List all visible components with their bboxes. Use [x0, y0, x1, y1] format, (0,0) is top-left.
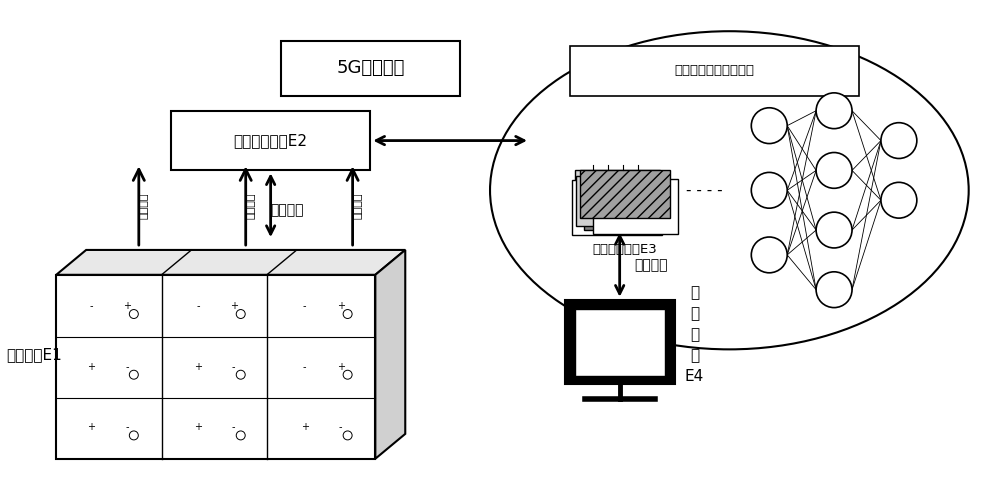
Circle shape: [236, 370, 245, 379]
Circle shape: [751, 108, 787, 144]
Text: 数据传输: 数据传输: [635, 258, 668, 272]
Circle shape: [816, 212, 852, 248]
Text: -: -: [196, 301, 200, 311]
FancyBboxPatch shape: [575, 309, 665, 376]
Circle shape: [816, 272, 852, 308]
Text: 监
控
中
心
E4: 监 控 中 心 E4: [685, 285, 704, 384]
Text: +: +: [87, 362, 95, 372]
Text: 5G数据传输: 5G数据传输: [336, 60, 405, 77]
FancyBboxPatch shape: [584, 175, 669, 229]
FancyBboxPatch shape: [572, 180, 662, 235]
Circle shape: [881, 182, 917, 218]
FancyBboxPatch shape: [576, 176, 666, 226]
Text: -: -: [232, 362, 235, 372]
Text: 测量模块E1: 测量模块E1: [6, 348, 62, 362]
FancyBboxPatch shape: [56, 275, 375, 459]
Text: 温度检测: 温度检测: [246, 193, 256, 219]
Circle shape: [343, 310, 352, 319]
Circle shape: [751, 237, 787, 273]
Text: -: -: [232, 422, 235, 432]
FancyBboxPatch shape: [580, 170, 670, 218]
FancyBboxPatch shape: [575, 170, 660, 225]
Text: 声音检测: 声音检测: [139, 193, 149, 219]
Text: -: -: [303, 301, 306, 311]
FancyBboxPatch shape: [593, 180, 678, 234]
Circle shape: [881, 123, 917, 158]
Text: -: -: [339, 422, 342, 432]
Circle shape: [343, 431, 352, 440]
FancyBboxPatch shape: [171, 111, 370, 170]
Polygon shape: [375, 250, 405, 459]
Circle shape: [816, 153, 852, 188]
Text: - - - -: - - - -: [686, 183, 723, 198]
Text: 气体检测: 气体检测: [353, 193, 363, 219]
Text: -: -: [89, 301, 93, 311]
Text: -: -: [303, 362, 306, 372]
Text: 数据传输: 数据传输: [271, 203, 304, 217]
Text: +: +: [87, 422, 95, 432]
Text: -: -: [125, 362, 129, 372]
Circle shape: [129, 431, 138, 440]
Text: -: -: [125, 422, 129, 432]
Polygon shape: [56, 250, 405, 275]
Circle shape: [751, 172, 787, 208]
Text: 信号处理模块E2: 信号处理模块E2: [234, 133, 308, 148]
Circle shape: [236, 431, 245, 440]
Text: +: +: [194, 362, 202, 372]
FancyBboxPatch shape: [570, 46, 859, 96]
Text: 神经网络模块E3: 神经网络模块E3: [592, 243, 657, 256]
Circle shape: [816, 93, 852, 129]
Text: +: +: [123, 301, 131, 311]
Text: +: +: [230, 301, 238, 311]
FancyBboxPatch shape: [565, 300, 675, 384]
Text: +: +: [337, 301, 345, 311]
Text: 多特征参量历史数据库: 多特征参量历史数据库: [674, 64, 754, 77]
Circle shape: [343, 370, 352, 379]
Circle shape: [236, 310, 245, 319]
FancyBboxPatch shape: [281, 41, 460, 96]
Text: +: +: [194, 422, 202, 432]
Circle shape: [129, 370, 138, 379]
Text: +: +: [301, 422, 309, 432]
Circle shape: [129, 310, 138, 319]
Ellipse shape: [490, 31, 969, 349]
Text: +: +: [337, 362, 345, 372]
